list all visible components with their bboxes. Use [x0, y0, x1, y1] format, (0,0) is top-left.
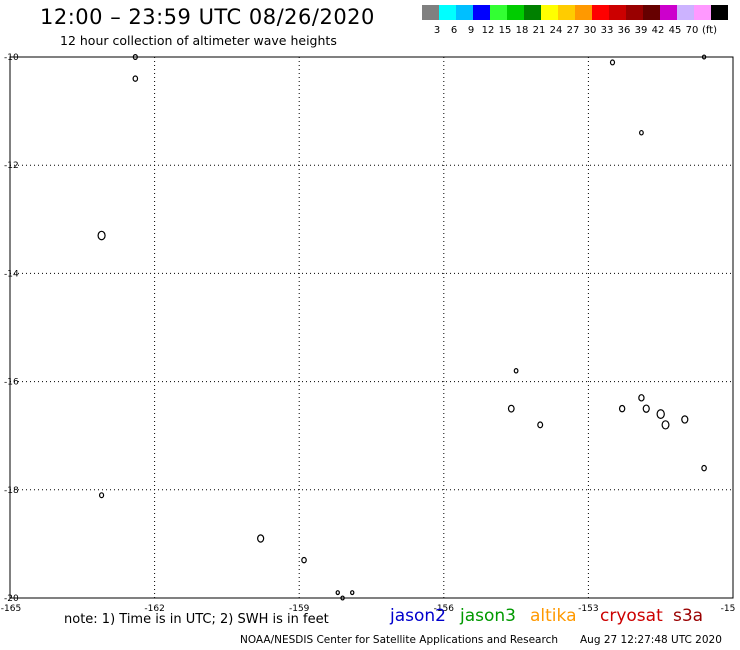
generated-timestamp: Aug 27 12:27:48 UTC 2020	[580, 634, 722, 646]
island-s-2	[301, 556, 307, 564]
island-ne-1	[609, 59, 616, 66]
island-e-3	[642, 404, 650, 413]
lon-tick-label: -159	[289, 604, 310, 614]
scale-swatch-13	[626, 5, 643, 20]
scale-label-24: 24	[549, 25, 563, 36]
island-e-2	[638, 394, 645, 402]
axis-tick-labels: -165 -162 -159 -156 -153 -15 -10 -12 -14 -16 -18 -2…	[1, 53, 736, 614]
island-e-6	[681, 415, 689, 424]
scale-label-39: 39	[634, 25, 648, 36]
scale-label-27: 27	[566, 25, 580, 36]
scale-swatch-8	[541, 5, 558, 20]
scale-label-21: 21	[532, 25, 546, 36]
island-s-4	[350, 590, 355, 596]
map-title: 12:00 – 23:59 UTC 08/26/2020	[40, 5, 375, 29]
scale-swatch-11	[592, 5, 609, 20]
scale-label-33: 33	[600, 25, 614, 36]
sat-label-s3a: s3a	[673, 606, 704, 626]
units-note: note: 1) Time is in UTC; 2) SWH is in fe…	[64, 612, 329, 627]
lon-tick-label: -156	[434, 604, 455, 614]
scale-swatch-3	[456, 5, 473, 20]
island-c-3	[537, 421, 544, 429]
island-ne-3	[701, 54, 707, 60]
island-c-1	[513, 368, 519, 374]
island-w	[97, 230, 106, 241]
scale-label-12: 12	[481, 25, 495, 36]
scale-label-3: 3	[433, 25, 441, 36]
sat-label-jason2: jason2	[390, 606, 446, 626]
lat-tick-label: -18	[4, 486, 19, 496]
lat-tick-label: -10	[4, 53, 19, 63]
scale-swatch-16	[677, 5, 694, 20]
lon-tick-label: -165	[1, 604, 21, 614]
scale-swatch-10	[575, 5, 592, 20]
lat-tick-label: -12	[4, 161, 19, 171]
scale-swatch-18	[711, 5, 728, 20]
credit-line: NOAA/NESDIS Center for Satellite Applica…	[240, 634, 558, 646]
island-e-5	[661, 420, 670, 430]
lon-tick-label: -153	[578, 604, 598, 614]
map-grid	[10, 57, 733, 598]
island-e-7	[701, 464, 707, 472]
scale-swatch-6	[507, 5, 524, 20]
scale-label-6: 6	[450, 25, 458, 36]
island-s-3	[335, 590, 340, 596]
scale-swatch-7	[524, 5, 541, 20]
island-sw	[98, 492, 105, 499]
scale-swatch-14	[643, 5, 660, 20]
scale-swatch-17	[694, 5, 711, 20]
island-ne-2	[639, 129, 644, 136]
lon-tick-label: -15	[721, 604, 736, 614]
sat-label-jason3: jason3	[460, 606, 516, 626]
scale-label-45: 45	[668, 25, 682, 36]
scale-label-70: 70	[685, 25, 699, 36]
island-e-1	[618, 404, 626, 413]
lat-tick-label: -20	[4, 594, 19, 604]
scale-swatch-12	[609, 5, 626, 20]
island-c-2	[507, 404, 515, 413]
sat-label-altika: altika	[530, 606, 577, 626]
island-nw-2	[132, 75, 139, 82]
scale-swatch-9	[558, 5, 575, 20]
scale-label-9: 9	[467, 25, 475, 36]
island-s-1	[257, 534, 265, 543]
scale-label-30: 30	[583, 25, 597, 36]
lon-tick-label: -162	[144, 604, 164, 614]
scale-label-18: 18	[515, 25, 529, 36]
scale-swatch-15	[660, 5, 677, 20]
scale-label-15: 15	[498, 25, 512, 36]
island-outlines	[97, 53, 707, 601]
scale-swatch-2	[439, 5, 456, 20]
scale-swatch-4	[473, 5, 490, 20]
sat-label-cryosat: cryosat	[600, 606, 663, 626]
island-s-5	[340, 595, 345, 601]
scale-swatch-1	[422, 5, 439, 20]
lat-tick-label: -16	[4, 378, 19, 388]
scale-label-42: 42	[651, 25, 665, 36]
lat-tick-label: -14	[4, 269, 19, 279]
island-nw-1	[132, 53, 138, 60]
scale-swatch-5	[490, 5, 507, 20]
map-subtitle: 12 hour collection of altimeter wave hei…	[60, 33, 337, 48]
island-e-4	[656, 409, 665, 419]
scale-unit: (ft)	[702, 25, 718, 36]
scale-label-36: 36	[617, 25, 631, 36]
map-frame	[9, 56, 734, 599]
